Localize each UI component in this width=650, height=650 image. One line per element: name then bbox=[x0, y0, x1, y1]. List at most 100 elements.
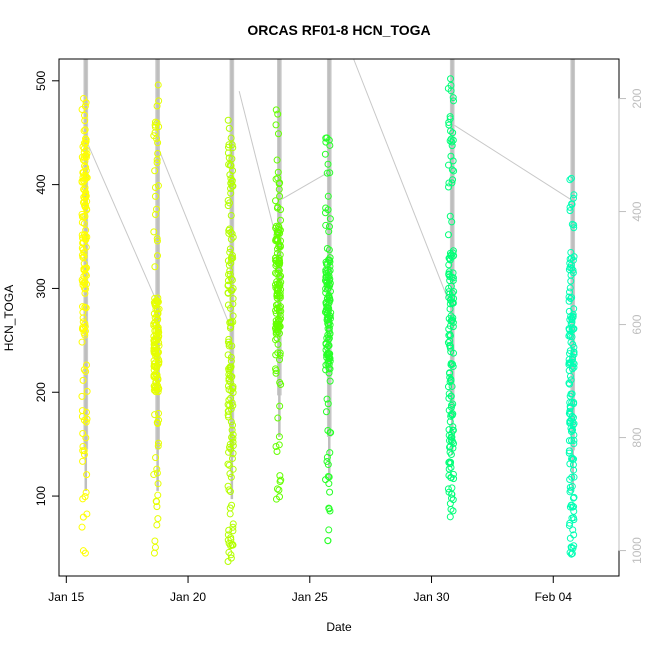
data-point bbox=[275, 307, 283, 315]
data-point bbox=[445, 161, 453, 169]
data-point bbox=[275, 254, 283, 262]
data-point bbox=[82, 146, 90, 154]
data-point bbox=[570, 224, 578, 232]
data-point bbox=[322, 366, 330, 374]
data-point bbox=[565, 447, 573, 455]
data-point bbox=[448, 179, 456, 187]
data-point bbox=[446, 369, 454, 377]
data-point bbox=[151, 302, 159, 310]
data-point bbox=[151, 192, 159, 200]
data-point bbox=[569, 355, 577, 363]
data-point bbox=[153, 102, 161, 110]
data-point bbox=[274, 300, 282, 308]
data-point bbox=[224, 202, 232, 210]
y2-tick-label: 200 bbox=[630, 88, 644, 108]
data-point bbox=[568, 473, 576, 481]
data-point bbox=[275, 433, 283, 441]
data-point bbox=[276, 311, 284, 319]
data-point bbox=[153, 419, 161, 427]
data-point bbox=[326, 296, 334, 304]
data-point bbox=[566, 372, 574, 380]
data-point bbox=[154, 310, 162, 318]
data-point bbox=[81, 117, 89, 125]
data-point bbox=[276, 402, 284, 410]
data-point bbox=[566, 255, 574, 263]
data-point bbox=[276, 493, 284, 501]
data-point bbox=[447, 75, 455, 83]
data-point bbox=[224, 401, 232, 409]
data-point bbox=[565, 437, 573, 445]
data-point bbox=[445, 183, 453, 191]
data-point bbox=[274, 168, 282, 176]
data-point bbox=[228, 276, 236, 284]
y-tick-label: 400 bbox=[34, 174, 48, 194]
data-point bbox=[570, 360, 578, 368]
data-point bbox=[445, 331, 453, 339]
data-point bbox=[273, 228, 281, 236]
data-point bbox=[229, 295, 237, 303]
data-point bbox=[324, 320, 332, 328]
data-point bbox=[81, 493, 89, 501]
data-point bbox=[272, 254, 280, 262]
data-point bbox=[275, 185, 283, 193]
data-point bbox=[226, 470, 234, 478]
data-point bbox=[448, 484, 456, 492]
data-point bbox=[323, 281, 331, 289]
data-point bbox=[325, 228, 333, 236]
data-point bbox=[225, 366, 233, 374]
data-point bbox=[225, 161, 233, 169]
data-point bbox=[276, 259, 284, 267]
data-point bbox=[79, 376, 87, 384]
data-point bbox=[78, 244, 86, 252]
data-point bbox=[566, 483, 574, 491]
data-point bbox=[448, 294, 456, 302]
data-point bbox=[570, 531, 578, 539]
data-point bbox=[272, 442, 280, 450]
data-point bbox=[154, 81, 162, 89]
data-point bbox=[448, 490, 456, 498]
data-point bbox=[324, 160, 332, 168]
data-point bbox=[566, 330, 574, 338]
connector-line bbox=[157, 146, 230, 325]
data-point bbox=[569, 526, 577, 534]
data-point bbox=[326, 215, 334, 223]
data-point bbox=[151, 537, 159, 545]
data-point bbox=[78, 276, 86, 284]
y-tick-label: 200 bbox=[34, 382, 48, 402]
data-point bbox=[227, 235, 235, 243]
data-point bbox=[82, 367, 90, 375]
data-point bbox=[80, 127, 88, 135]
data-point bbox=[325, 324, 333, 332]
data-point bbox=[224, 289, 232, 297]
connector-line bbox=[86, 141, 157, 302]
data-point bbox=[566, 207, 574, 215]
data-point bbox=[82, 408, 90, 416]
data-point bbox=[322, 277, 330, 285]
data-point bbox=[80, 253, 88, 261]
data-point bbox=[323, 169, 331, 177]
data-point bbox=[323, 244, 331, 252]
data-point bbox=[448, 411, 456, 419]
data-point bbox=[446, 460, 454, 468]
data-point bbox=[82, 167, 90, 175]
data-point bbox=[274, 130, 282, 138]
data-point bbox=[272, 301, 280, 309]
data-point bbox=[325, 505, 333, 513]
data-point bbox=[566, 519, 574, 527]
data-point bbox=[449, 426, 457, 434]
data-point bbox=[153, 119, 161, 127]
data-point bbox=[227, 387, 235, 395]
data-point bbox=[325, 136, 333, 144]
data-point bbox=[228, 433, 236, 441]
data-point bbox=[151, 210, 159, 218]
data-point bbox=[272, 106, 280, 114]
data-point bbox=[447, 81, 455, 89]
data-point bbox=[326, 287, 334, 295]
data-point bbox=[81, 213, 89, 221]
data-point bbox=[225, 548, 233, 556]
data-point bbox=[445, 261, 453, 269]
data-point bbox=[83, 387, 91, 395]
data-point bbox=[273, 278, 281, 286]
data-point bbox=[449, 316, 457, 324]
data-point bbox=[78, 153, 86, 161]
